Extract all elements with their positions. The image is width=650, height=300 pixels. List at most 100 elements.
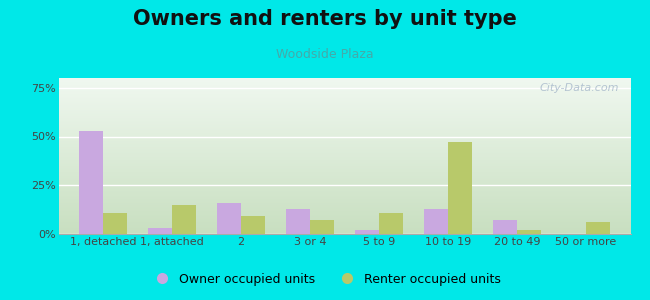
Bar <box>58 129 630 130</box>
Bar <box>58 193 630 194</box>
Bar <box>58 135 630 136</box>
Bar <box>58 177 630 178</box>
Bar <box>58 207 630 208</box>
Bar <box>58 153 630 154</box>
Bar <box>241 217 265 234</box>
Bar <box>58 106 630 107</box>
Bar <box>58 158 630 159</box>
Bar <box>58 132 630 133</box>
Bar <box>58 119 630 120</box>
Bar <box>58 184 630 185</box>
Bar <box>58 92 630 93</box>
Text: Owners and renters by unit type: Owners and renters by unit type <box>133 9 517 29</box>
Bar <box>58 168 630 169</box>
Bar <box>58 213 630 214</box>
Bar <box>58 107 630 108</box>
Bar <box>58 88 630 89</box>
Bar <box>58 104 630 105</box>
Bar <box>379 212 403 234</box>
Bar <box>58 227 630 228</box>
Bar <box>58 183 630 184</box>
Legend: Owner occupied units, Renter occupied units: Owner occupied units, Renter occupied un… <box>144 268 506 291</box>
Bar <box>58 198 630 199</box>
Bar <box>58 163 630 164</box>
Bar <box>58 117 630 118</box>
Bar <box>58 108 630 109</box>
Bar <box>58 190 630 191</box>
Bar <box>58 218 630 219</box>
Bar <box>172 205 196 234</box>
Bar <box>58 97 630 98</box>
Bar <box>58 174 630 175</box>
Bar <box>58 144 630 145</box>
Bar <box>58 99 630 100</box>
Bar <box>58 160 630 161</box>
Bar <box>58 222 630 223</box>
Bar <box>58 150 630 151</box>
Bar <box>58 85 630 86</box>
Bar <box>58 224 630 225</box>
Bar <box>58 231 630 232</box>
Bar <box>58 149 630 150</box>
Bar <box>58 217 630 218</box>
Bar <box>58 120 630 121</box>
Bar <box>58 143 630 144</box>
Bar <box>58 125 630 126</box>
Bar <box>58 220 630 221</box>
Bar <box>58 121 630 122</box>
Bar <box>58 167 630 168</box>
Bar <box>58 179 630 180</box>
Bar <box>58 170 630 171</box>
Bar <box>286 209 310 234</box>
Bar <box>58 84 630 85</box>
Bar <box>58 116 630 117</box>
Bar <box>58 102 630 103</box>
Bar <box>58 95 630 96</box>
Bar <box>217 203 241 234</box>
Bar <box>58 165 630 166</box>
Bar <box>58 156 630 157</box>
Bar <box>58 162 630 163</box>
Bar <box>58 181 630 182</box>
Text: City-Data.com: City-Data.com <box>540 83 619 93</box>
Bar <box>58 180 630 181</box>
Bar <box>58 154 630 155</box>
Bar <box>58 133 630 134</box>
Bar <box>58 194 630 195</box>
Bar <box>58 221 630 222</box>
Bar <box>58 196 630 197</box>
Bar <box>58 81 630 82</box>
Bar <box>58 152 630 153</box>
Bar <box>58 171 630 172</box>
Bar <box>58 103 630 104</box>
Bar <box>58 225 630 226</box>
Bar <box>58 136 630 137</box>
Bar <box>58 89 630 90</box>
Bar <box>58 123 630 124</box>
Bar <box>148 228 172 234</box>
Bar <box>58 130 630 131</box>
Bar <box>58 111 630 112</box>
Bar <box>517 230 541 234</box>
Bar <box>58 78 630 79</box>
Bar <box>58 161 630 162</box>
Bar <box>58 115 630 116</box>
Bar <box>58 96 630 97</box>
Bar <box>58 122 630 123</box>
Bar <box>58 118 630 119</box>
Bar <box>58 229 630 230</box>
Bar <box>58 110 630 111</box>
Bar <box>58 219 630 220</box>
Bar <box>58 200 630 201</box>
Bar <box>58 112 630 113</box>
Bar <box>58 138 630 139</box>
Bar <box>58 197 630 198</box>
Bar <box>58 80 630 81</box>
Bar <box>58 146 630 147</box>
Bar <box>58 140 630 141</box>
Bar <box>58 223 630 224</box>
Bar <box>58 79 630 80</box>
Bar <box>58 164 630 165</box>
Bar <box>58 189 630 190</box>
Bar <box>58 124 630 125</box>
